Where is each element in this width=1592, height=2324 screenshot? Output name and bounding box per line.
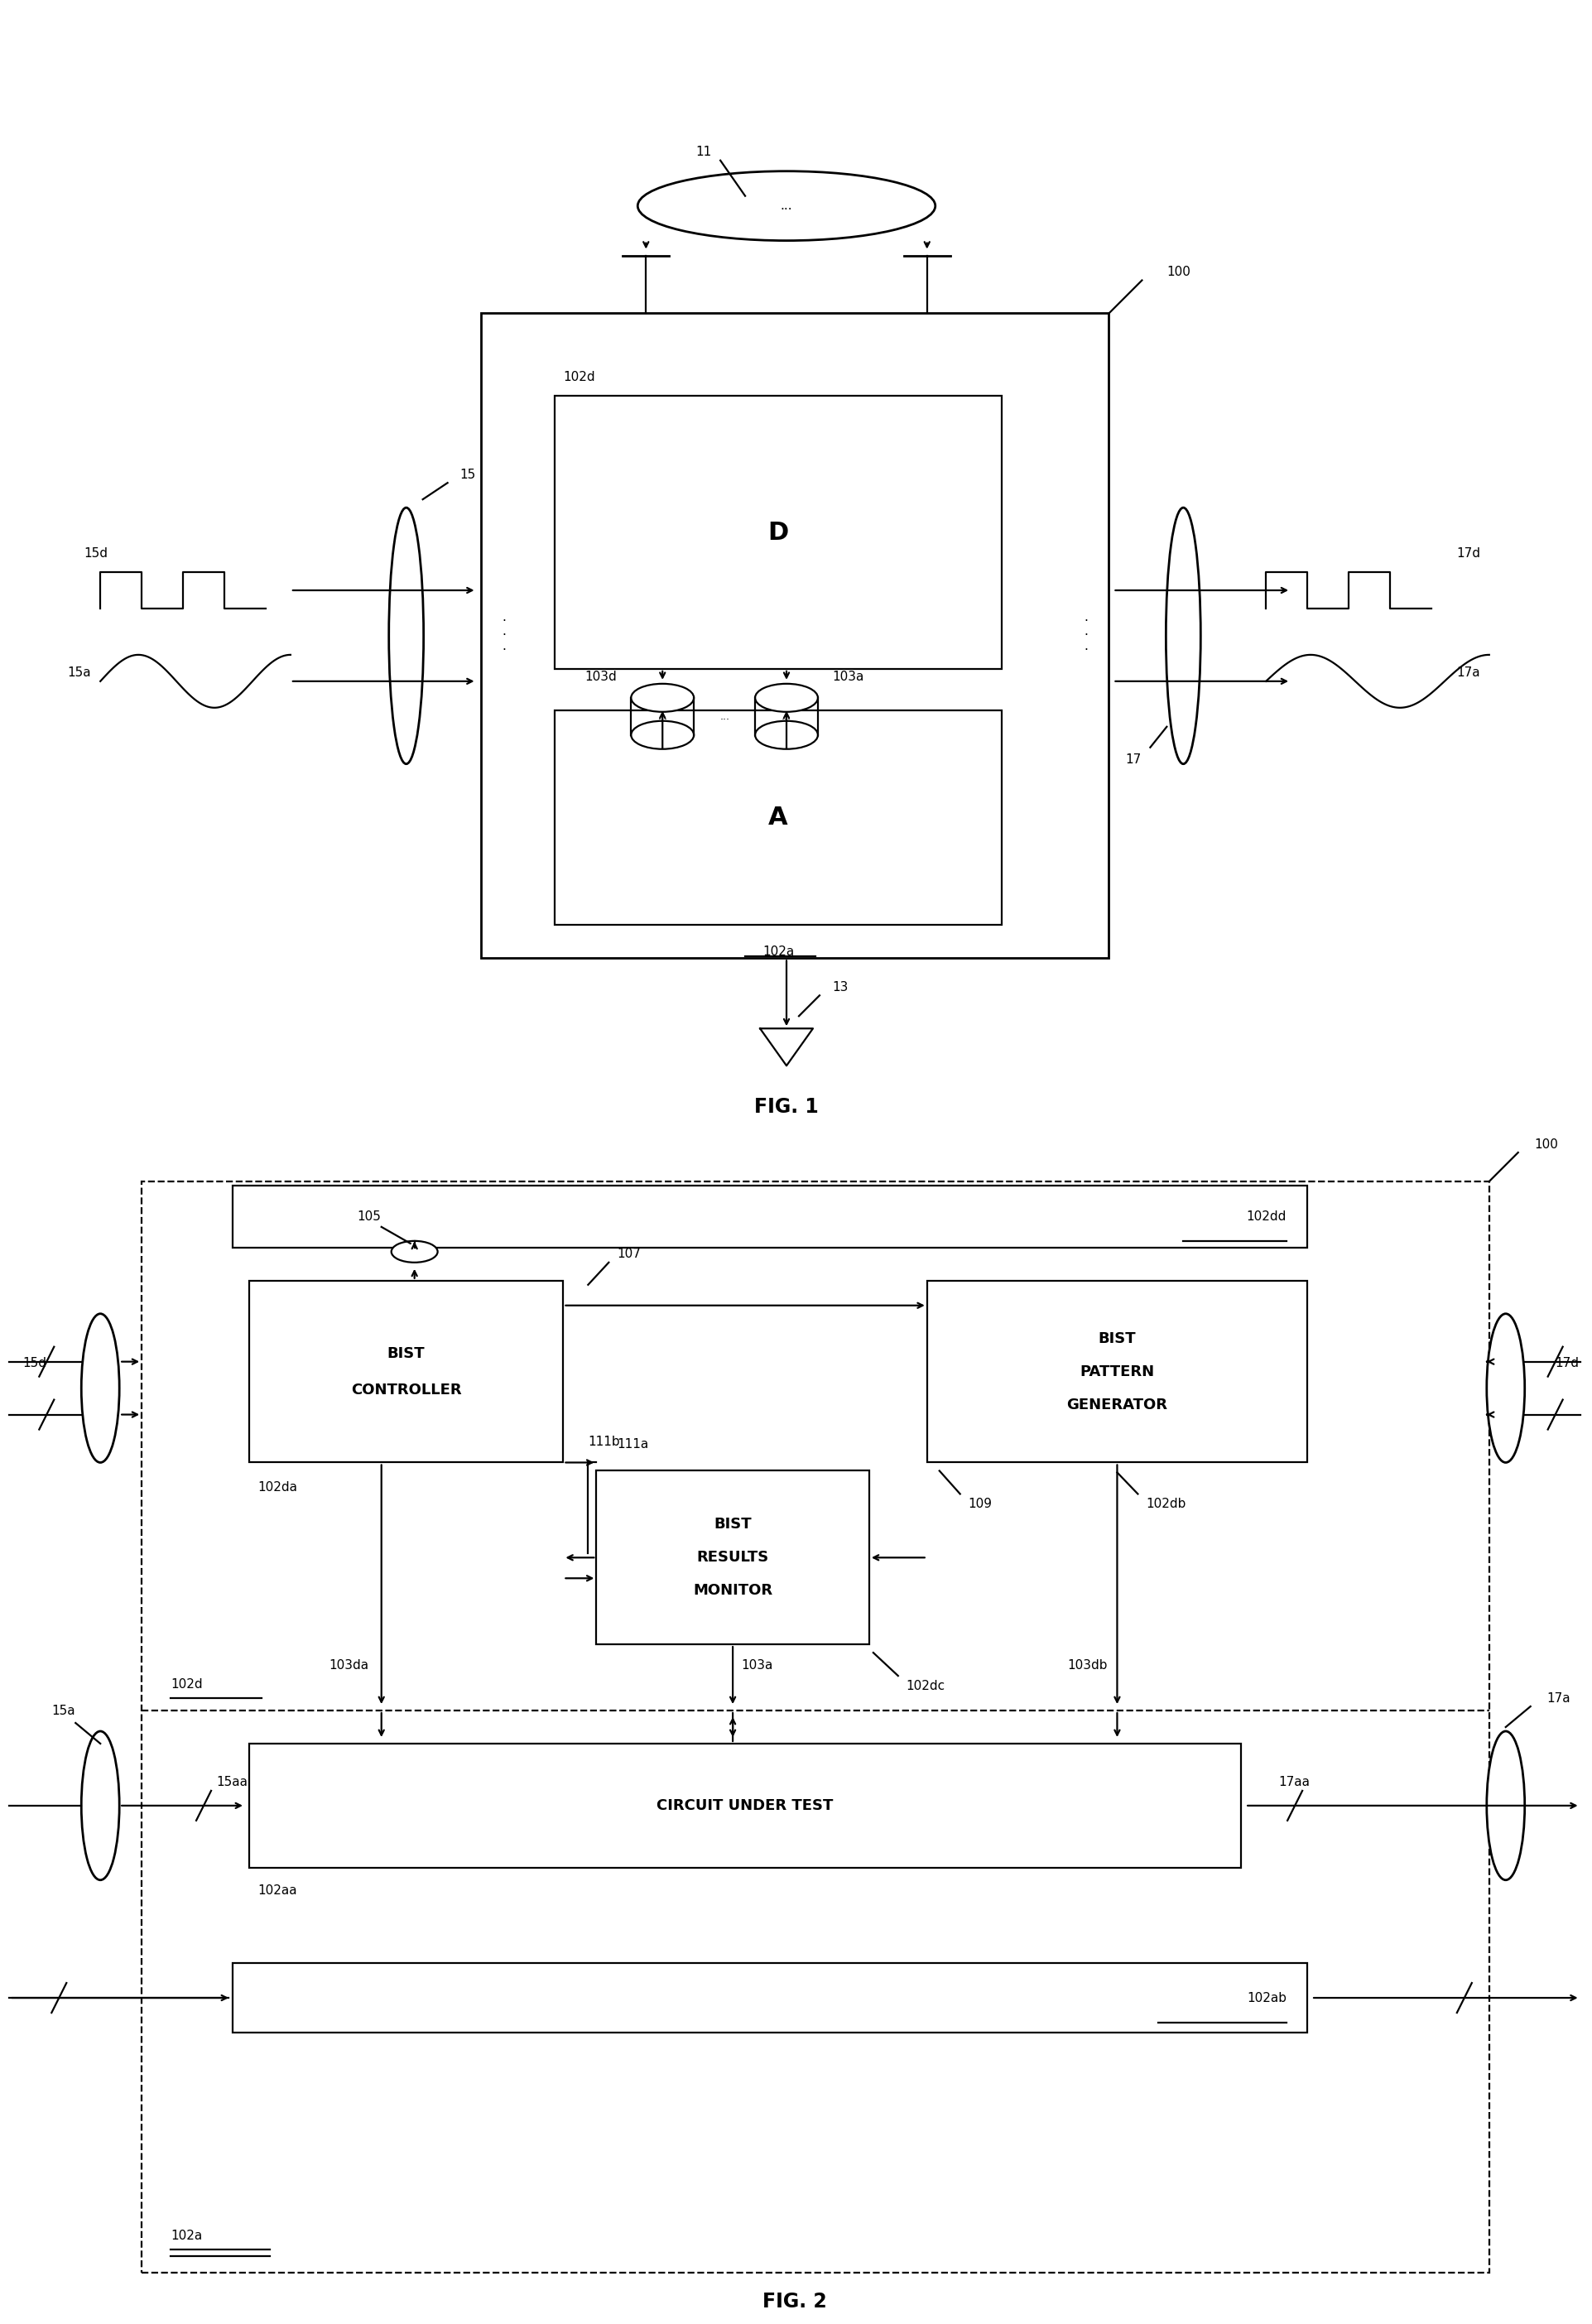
Text: 100: 100	[1533, 1139, 1557, 1150]
Text: 103a: 103a	[740, 1659, 772, 1671]
Text: ...: ...	[782, 711, 791, 723]
Text: 102d: 102d	[170, 1678, 202, 1690]
Text: MONITOR: MONITOR	[693, 1583, 772, 1599]
Text: 102db: 102db	[1146, 1497, 1186, 1511]
Text: ...: ...	[720, 711, 729, 723]
Text: 102a: 102a	[170, 2229, 202, 2243]
Polygon shape	[759, 1030, 812, 1067]
Text: 103a: 103a	[831, 672, 863, 683]
Text: 13: 13	[831, 981, 847, 992]
Text: 17a: 17a	[1455, 667, 1479, 679]
Text: 11: 11	[696, 146, 712, 158]
Text: FIG. 2: FIG. 2	[763, 2291, 826, 2312]
Text: 15aa: 15aa	[217, 1776, 247, 1789]
Bar	[232, 1964, 1307, 2033]
Text: 102dd: 102dd	[1247, 1211, 1286, 1222]
Text: 111a: 111a	[616, 1439, 648, 1450]
Text: 15: 15	[460, 469, 476, 481]
Text: FIG. 1: FIG. 1	[755, 1097, 818, 1118]
Text: 103db: 103db	[1067, 1659, 1106, 1671]
Ellipse shape	[1165, 507, 1200, 765]
Text: 17a: 17a	[1546, 1692, 1570, 1703]
Text: ·
·
·: · · ·	[501, 616, 506, 655]
Text: D: D	[767, 521, 788, 544]
Bar	[142, 1181, 1489, 2273]
Text: 102a: 102a	[763, 946, 794, 957]
Text: GENERATOR: GENERATOR	[1067, 1397, 1167, 1413]
Text: A: A	[767, 806, 788, 830]
Text: PATTERN: PATTERN	[1079, 1364, 1154, 1378]
Text: 111b: 111b	[587, 1436, 619, 1448]
Text: 107: 107	[616, 1248, 640, 1260]
Text: CIRCUIT UNDER TEST: CIRCUIT UNDER TEST	[656, 1799, 833, 1813]
Ellipse shape	[81, 1731, 119, 1880]
Ellipse shape	[630, 720, 694, 748]
Ellipse shape	[755, 683, 817, 711]
Text: BIST: BIST	[713, 1518, 751, 1532]
Text: 15a: 15a	[67, 667, 91, 679]
Text: 17: 17	[1126, 753, 1141, 767]
Text: 15d: 15d	[84, 546, 108, 560]
Bar	[927, 1281, 1307, 1462]
Text: 100: 100	[1167, 265, 1191, 279]
Ellipse shape	[1485, 1731, 1524, 1880]
Text: ...: ...	[657, 711, 667, 723]
Text: 102dc: 102dc	[906, 1680, 946, 1692]
Text: 15d: 15d	[22, 1357, 46, 1369]
Ellipse shape	[637, 172, 935, 242]
Bar	[595, 1471, 869, 1645]
Ellipse shape	[392, 1241, 438, 1262]
Bar	[248, 1743, 1240, 1868]
Text: 102da: 102da	[258, 1480, 298, 1494]
Bar	[554, 711, 1001, 925]
Bar	[248, 1281, 564, 1462]
Text: BIST: BIST	[387, 1346, 425, 1362]
Text: RESULTS: RESULTS	[696, 1550, 769, 1564]
Text: 103da: 103da	[330, 1659, 369, 1671]
Ellipse shape	[1485, 1313, 1524, 1462]
Ellipse shape	[755, 720, 817, 748]
Text: BIST: BIST	[1098, 1332, 1135, 1346]
Text: 17aa: 17aa	[1278, 1776, 1309, 1789]
Text: 17d: 17d	[1554, 1357, 1579, 1369]
Bar	[554, 395, 1001, 669]
Text: 17d: 17d	[1455, 546, 1479, 560]
Ellipse shape	[630, 683, 694, 711]
Text: 109: 109	[968, 1497, 992, 1511]
Text: ·
·
·: · · ·	[1083, 616, 1087, 655]
Text: 103d: 103d	[584, 672, 616, 683]
Text: ...: ...	[780, 200, 793, 211]
Text: 102aa: 102aa	[258, 1885, 296, 1896]
Text: 105: 105	[357, 1211, 380, 1222]
Ellipse shape	[388, 507, 423, 765]
Text: 102d: 102d	[564, 372, 595, 383]
Bar	[232, 1185, 1307, 1248]
Text: CONTROLLER: CONTROLLER	[350, 1383, 462, 1397]
Ellipse shape	[81, 1313, 119, 1462]
Text: 15a: 15a	[51, 1703, 75, 1717]
Text: 102ab: 102ab	[1247, 1992, 1286, 2003]
Bar	[481, 314, 1108, 957]
